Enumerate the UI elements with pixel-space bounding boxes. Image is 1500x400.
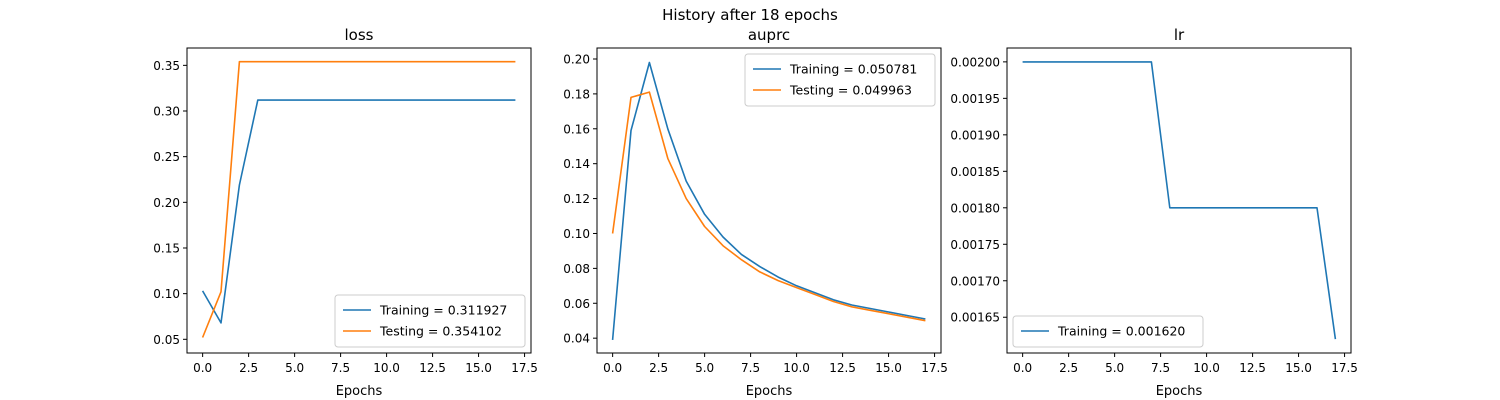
loss-y-tick-label: 0.20 — [153, 196, 180, 210]
lr-x-tick-label: 17.5 — [1331, 361, 1358, 375]
loss-panel-title: loss — [345, 26, 374, 44]
loss-legend: Training = 0.311927 Testing = 0.354102 — [334, 294, 526, 348]
lr-x-tick-label: 12.5 — [1239, 361, 1266, 375]
loss-x-tick-label: 2.5 — [239, 361, 258, 375]
auprc-y-tick-label: 0.16 — [563, 122, 590, 136]
auprc-y-tick-label: 0.14 — [563, 157, 590, 171]
auprc-x-tick-label: 15.0 — [875, 361, 902, 375]
loss-panel: loss Epochs 0.0 2.5 5.0 7.5 10.0 12.5 15.0 17.5… — [153, 26, 538, 399]
loss-y-tick-label: 0.15 — [153, 241, 180, 255]
auprc-x-tick-label: 5.0 — [695, 361, 714, 375]
loss-series-line-testing — [201, 60, 516, 338]
loss-x-tick-label: 12.5 — [419, 361, 446, 375]
lr-legend-label-training: Training = 0.001620 — [1057, 324, 1185, 339]
loss-y-tick-label: 0.35 — [153, 59, 180, 73]
loss-panel-x-axis-label: Epochs — [336, 384, 383, 399]
loss-y-tick-label: 0.10 — [153, 287, 180, 301]
lr-y-tick-label: 0.00195 — [950, 92, 1000, 106]
lr-panel-title: lr — [1174, 26, 1185, 44]
lr-x-tick-label: 0.0 — [1013, 361, 1032, 375]
auprc-y-tick-label: 0.10 — [563, 227, 590, 241]
auprc-legend-label-training: Training = 0.050781 — [789, 62, 917, 77]
auprc-panel-x-axis-label: Epochs — [746, 384, 793, 399]
auprc-x-tick-label: 2.5 — [649, 361, 668, 375]
lr-y-tick-label: 0.00190 — [950, 128, 1000, 142]
loss-axes-frame — [186, 47, 532, 354]
lr-y-tick-label: 0.00185 — [950, 165, 1000, 179]
auprc-legend-box — [744, 53, 936, 107]
lr-y-tick-label: 0.00170 — [950, 274, 1000, 288]
auprc-y-tick-label: 0.08 — [563, 262, 590, 276]
lr-legend: Training = 0.001620 — [1012, 315, 1204, 348]
auprc-x-tick-label: 17.5 — [921, 361, 948, 375]
lr-x-tick-label: 10.0 — [1193, 361, 1220, 375]
lr-axes-frame — [1006, 47, 1352, 354]
loss-x-tick-label: 10.0 — [373, 361, 400, 375]
auprc-legend: Training = 0.050781 Testing = 0.049963 — [744, 53, 936, 107]
auprc-y-tick-label: 0.20 — [563, 52, 590, 66]
auprc-panel: auprc Epochs 0.0 2.5 5.0 7.5 10.0 12.5 15.0 17.… — [563, 26, 948, 399]
lr-x-tick-label: 15.0 — [1285, 361, 1312, 375]
auprc-legend-label-testing: Testing = 0.049963 — [789, 83, 912, 98]
loss-x-tick-label: 7.5 — [331, 361, 350, 375]
loss-legend-box — [334, 294, 526, 348]
auprc-x-tick-label: 7.5 — [741, 361, 760, 375]
auprc-y-tick-label: 0.04 — [563, 332, 590, 346]
figure-suptitle: History after 18 epochs — [662, 6, 838, 24]
lr-panel-x-axis-label: Epochs — [1156, 384, 1203, 399]
auprc-panel-title: auprc — [748, 26, 790, 44]
loss-y-tick-label: 0.25 — [153, 150, 180, 164]
auprc-series-line-testing — [611, 91, 926, 322]
lr-y-tick-label: 0.00175 — [950, 238, 1000, 252]
lr-legend-box — [1012, 315, 1204, 348]
auprc-y-tick-label: 0.06 — [563, 297, 590, 311]
lr-x-tick-label: 2.5 — [1059, 361, 1078, 375]
loss-x-tick-label: 17.5 — [511, 361, 538, 375]
auprc-y-tick-label: 0.12 — [563, 192, 590, 206]
lr-y-tick-label: 0.00180 — [950, 201, 1000, 215]
loss-legend-label-training: Training = 0.311927 — [379, 303, 507, 318]
auprc-axes-frame — [596, 47, 942, 354]
lr-series-line-training — [1022, 61, 1337, 340]
loss-series-line-training — [201, 99, 516, 324]
auprc-x-tick-label: 0.0 — [603, 361, 622, 375]
auprc-x-tick-label: 10.0 — [783, 361, 810, 375]
loss-x-tick-label: 15.0 — [465, 361, 492, 375]
lr-panel: lr Epochs 0.0 2.5 5.0 7.5 10.0 12.5 15.0 17.5 0.… — [950, 26, 1358, 399]
lr-y-tick-label: 0.00165 — [950, 311, 1000, 325]
loss-y-tick-label: 0.05 — [153, 333, 180, 347]
auprc-x-tick-label: 12.5 — [829, 361, 856, 375]
auprc-series-line-training — [611, 61, 926, 340]
loss-legend-label-testing: Testing = 0.354102 — [379, 324, 502, 339]
lr-x-tick-label: 5.0 — [1105, 361, 1124, 375]
loss-y-tick-label: 0.30 — [153, 105, 180, 119]
lr-x-tick-label: 7.5 — [1151, 361, 1170, 375]
auprc-y-tick-label: 0.18 — [563, 87, 590, 101]
lr-y-tick-label: 0.00200 — [950, 55, 1000, 69]
loss-x-tick-label: 5.0 — [285, 361, 304, 375]
loss-x-tick-label: 0.0 — [193, 361, 212, 375]
